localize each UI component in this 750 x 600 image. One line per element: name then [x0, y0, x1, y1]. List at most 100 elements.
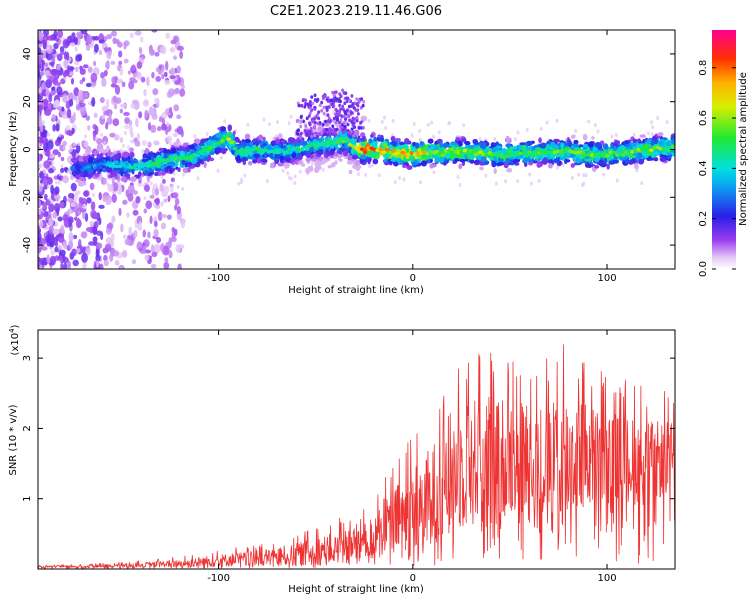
heatmap-cell [130, 103, 136, 109]
heatmap-cell [38, 230, 41, 235]
heatmap-cell [79, 79, 84, 85]
heatmap-cell [128, 226, 132, 236]
heatmap-cell [262, 136, 266, 142]
heatmap-cell [464, 140, 471, 146]
heatmap-cell [371, 141, 378, 148]
heatmap-cell [223, 119, 227, 124]
heatmap-cell [321, 122, 325, 127]
heatmap-cell [333, 98, 337, 103]
y-tick-label: 2 [22, 425, 33, 431]
heatmap-cell [294, 139, 298, 144]
heatmap-cell [41, 246, 48, 251]
heatmap-cell [284, 157, 291, 162]
heatmap-cell [574, 143, 579, 148]
heatmap-cell [176, 125, 184, 135]
heatmap-cell [207, 154, 212, 162]
heatmap-cell [48, 225, 54, 234]
heatmap-cell [297, 103, 301, 108]
heatmap-cell [103, 140, 107, 145]
heatmap-cell [103, 259, 109, 267]
heatmap-cell [308, 111, 312, 115]
heatmap-cell [628, 160, 634, 165]
heatmap-cell [220, 126, 227, 132]
heatmap-cell [296, 137, 300, 141]
heatmap-cell [348, 130, 352, 135]
heatmap-cell [256, 157, 261, 164]
heatmap-cell [106, 33, 112, 40]
heatmap-cell [341, 88, 345, 93]
heatmap-cell [582, 143, 589, 149]
heatmap-cell [58, 172, 62, 177]
heatmap-cell [412, 121, 416, 126]
heatmap-cell [63, 51, 68, 60]
heatmap-cell [142, 139, 147, 147]
heatmap-cell [66, 169, 70, 174]
heatmap-cell [577, 172, 581, 177]
heatmap-cell [650, 120, 654, 125]
heatmap-cell [584, 173, 588, 178]
heatmap-cell [305, 132, 309, 137]
heatmap-cell [123, 58, 129, 64]
heatmap-cell [38, 115, 43, 121]
heatmap-cell [334, 160, 338, 165]
heatmap-cell [54, 186, 60, 195]
heatmap-cell [47, 139, 54, 150]
heatmap-cell [70, 77, 75, 85]
heatmap-cell [344, 91, 348, 96]
heatmap-cell [309, 106, 313, 111]
y-tick-label: 1 [22, 496, 33, 502]
heatmap-cell [657, 132, 664, 137]
heatmap-cell [148, 106, 154, 115]
heatmap-cell [427, 138, 434, 144]
heatmap-cell [56, 64, 61, 71]
heatmap-cell [189, 144, 195, 150]
heatmap-cell [42, 211, 47, 217]
heatmap-cell [281, 168, 285, 173]
heatmap-cell [262, 117, 266, 122]
heatmap-cell [161, 213, 168, 219]
heatmap-cell [318, 103, 322, 108]
heatmap-cell [311, 119, 315, 124]
snr-y-label: SNR (10 * v/v) [8, 404, 19, 475]
heatmap-cell [367, 157, 371, 165]
heatmap-cell [47, 103, 52, 110]
heatmap-cell [313, 107, 317, 111]
heatmap-cell [341, 130, 345, 135]
heatmap-cell [151, 251, 158, 258]
heatmap-cell [653, 151, 660, 156]
heatmap-cell [316, 98, 320, 102]
heatmap-cell [83, 140, 89, 148]
heatmap-cell [78, 238, 82, 249]
heatmap-cell [325, 108, 329, 112]
heatmap-cell [42, 202, 47, 210]
heatmap-cell [226, 137, 232, 141]
heatmap-cell [122, 234, 127, 239]
heatmap-cell [42, 151, 46, 156]
heatmap-cell [157, 211, 163, 222]
heatmap-cell [322, 111, 326, 116]
heatmap-cell [244, 138, 252, 143]
heatmap-cell [344, 117, 348, 121]
heatmap-cell [155, 75, 162, 82]
heatmap-cell [150, 124, 157, 133]
heatmap-cell [56, 53, 63, 62]
heatmap-cell [301, 98, 305, 103]
heatmap-cell [150, 263, 157, 269]
heatmap-cell [641, 150, 647, 157]
heatmap-cell [632, 132, 636, 137]
heatmap-cell [325, 148, 329, 154]
heatmap-cell [207, 139, 214, 146]
heatmap-cell [60, 163, 64, 168]
heatmap-cell [151, 113, 158, 120]
colorbar-ticks: 0.0 0.2 0.4 0.6 0.8 [698, 60, 736, 277]
heatmap-cell [296, 128, 300, 133]
heatmap-cell [163, 71, 168, 78]
heatmap-cell [320, 108, 324, 113]
heatmap-cell [94, 173, 100, 178]
heatmap-cell [242, 156, 247, 161]
heatmap-cell [474, 159, 480, 164]
heatmap-cell [380, 119, 384, 124]
heatmap-cell [78, 196, 83, 203]
heatmap-cell [333, 155, 337, 160]
heatmap-cell [157, 69, 163, 75]
